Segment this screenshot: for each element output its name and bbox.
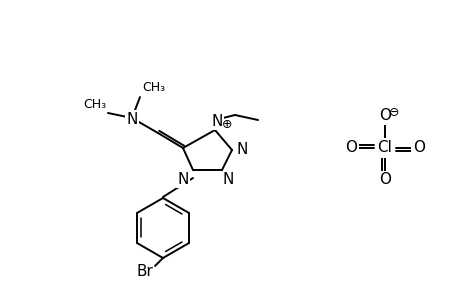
Text: CH₃: CH₃ (142, 81, 165, 94)
Text: CH₃: CH₃ (83, 98, 106, 111)
Text: N: N (236, 142, 247, 158)
Text: Cl: Cl (377, 140, 392, 155)
Text: ⊖: ⊖ (388, 106, 398, 118)
Text: N: N (211, 113, 222, 128)
Text: Br: Br (136, 265, 153, 280)
Text: O: O (344, 140, 356, 155)
Text: N: N (126, 112, 137, 127)
Text: O: O (412, 140, 424, 155)
Text: ⊕: ⊕ (221, 118, 232, 131)
Text: N: N (177, 172, 188, 187)
Text: O: O (378, 172, 390, 188)
Text: N: N (222, 172, 233, 188)
Text: O: O (378, 109, 390, 124)
